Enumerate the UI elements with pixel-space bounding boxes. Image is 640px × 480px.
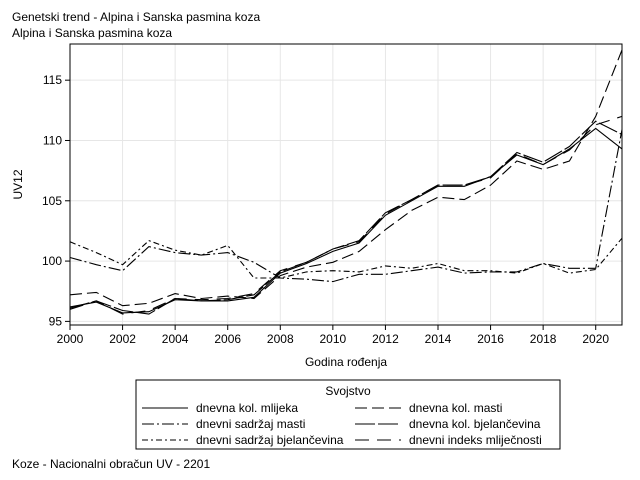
x-tick-label: 2000 — [57, 332, 84, 346]
series-line-2 — [69, 49, 623, 307]
series-layer — [69, 49, 623, 315]
grid-lines — [69, 44, 622, 325]
x-tick-label: 2008 — [267, 332, 294, 346]
x-tick-label: 2006 — [214, 332, 241, 346]
y-axis: 95 100 105 110 115 — [42, 73, 70, 328]
legend-box — [135, 379, 561, 450]
legend-title: Svojstvo — [325, 384, 371, 398]
legend-label-5: dnevni sadržaj bjelančevina — [196, 433, 344, 447]
y-axis-label: UV12 — [11, 169, 25, 199]
x-tick-label: 2004 — [162, 332, 189, 346]
x-tick-label: 2014 — [425, 332, 452, 346]
chart-title: Genetski trend - Alpina i Sanska pasmina… — [12, 10, 261, 24]
chart-subtitle: Alpina i Sanska pasmina koza — [12, 26, 173, 40]
plot-frame — [69, 43, 623, 326]
series-line-1 — [69, 127, 623, 314]
series-line-3 — [69, 129, 623, 283]
x-tick-label: 2020 — [582, 332, 609, 346]
y-tick-label: 110 — [43, 133, 62, 147]
x-tick-label: 2012 — [372, 332, 399, 346]
y-tick-label: 100 — [42, 254, 62, 268]
legend-label-1: dnevna kol. mlijeka — [196, 401, 298, 415]
x-axis-label: Godina rođenja — [305, 355, 387, 369]
legend-items: dnevna kol. mlijeka dnevna kol. masti dnev… — [142, 401, 542, 447]
y-tick-label: 95 — [49, 314, 63, 328]
x-tick-label: 2002 — [109, 332, 136, 346]
series-line-4 — [69, 120, 623, 315]
series-line-6 — [69, 115, 623, 315]
x-tick-label: 2016 — [477, 332, 504, 346]
legend-label-2: dnevna kol. masti — [409, 401, 502, 415]
legend-label-4: dnevna kol. bjelančevina — [409, 417, 541, 431]
x-axis: 2000 2002 2004 2006 2008 2010 2012 2014 2016 2018… — [57, 325, 609, 346]
x-tick-label: 2018 — [530, 332, 557, 346]
y-tick-label: 115 — [43, 73, 62, 87]
x-tick-label: 2010 — [320, 332, 347, 346]
footnote: Koze - Nacionalni obračun UV - 2201 — [12, 457, 211, 471]
series-line-5 — [69, 237, 623, 279]
legend-label-3: dnevni sadržaj masti — [196, 417, 305, 431]
legend-label-6: dnevni indeks mliječnosti — [409, 433, 542, 447]
y-tick-label: 105 — [42, 194, 62, 208]
legend: Svojstvo dnevna kol. mlijeka dnevna kol. … — [135, 379, 561, 450]
